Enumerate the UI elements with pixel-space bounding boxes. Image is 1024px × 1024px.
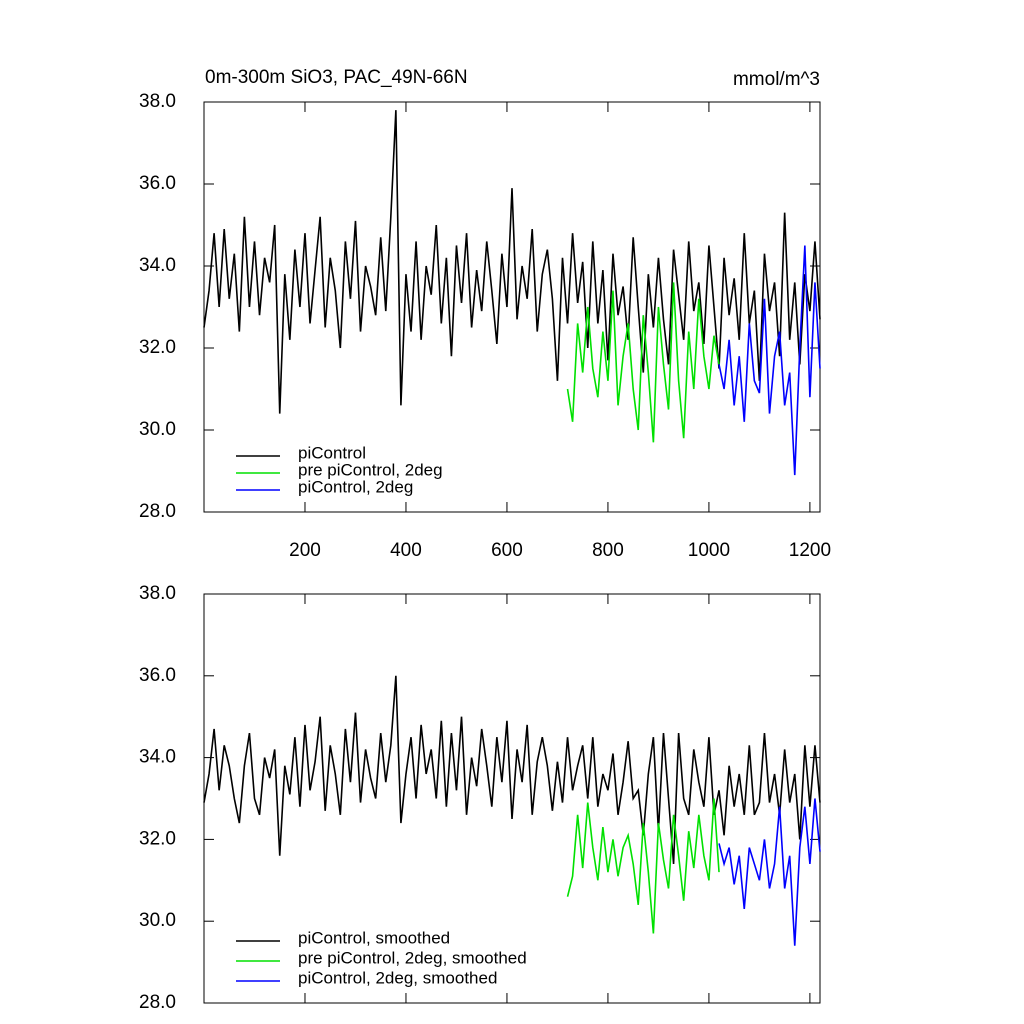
x-tick-label: 400 (390, 540, 422, 561)
series-line (566, 798, 720, 934)
y-tick-label: 34.0 (139, 255, 176, 276)
x-tick-label: 1000 (688, 540, 730, 561)
y-tick-label: 38.0 (139, 583, 176, 604)
y-tick-label: 32.0 (139, 828, 176, 849)
plot-frame (203, 593, 821, 1004)
y-tick-label: 30.0 (139, 910, 176, 931)
y-tick-label: 28.0 (139, 992, 176, 1013)
x-tick-label: 1200 (789, 540, 831, 561)
y-tick-label: 34.0 (139, 747, 176, 768)
chart-title: 0m-300m SiO3, PAC_49N-66N (205, 67, 468, 88)
y-tick-label: 30.0 (139, 419, 176, 440)
series-line (566, 282, 720, 443)
y-tick-label: 38.0 (139, 91, 176, 112)
series-line (203, 110, 821, 414)
y-tick-label: 28.0 (139, 501, 176, 522)
series-line (718, 245, 821, 476)
series-line (203, 675, 821, 865)
legend-label: piControl, 2deg (298, 477, 413, 496)
legend-label: pre piControl, 2deg (298, 460, 443, 479)
legend-label: piControl, smoothed (298, 928, 450, 947)
y-tick-label: 32.0 (139, 337, 176, 358)
x-tick-label: 800 (592, 540, 624, 561)
legend-label: pre piControl, 2deg, smoothed (298, 948, 527, 967)
x-tick-label: 600 (491, 540, 523, 561)
y-tick-label: 36.0 (139, 173, 176, 194)
series-line (718, 798, 821, 946)
units-label: mmol/m^3 (733, 69, 820, 90)
legend-label: piControl (298, 443, 366, 462)
y-tick-label: 36.0 (139, 665, 176, 686)
x-tick-label: 200 (289, 540, 321, 561)
legend-label: piControl, 2deg, smoothed (298, 968, 497, 987)
